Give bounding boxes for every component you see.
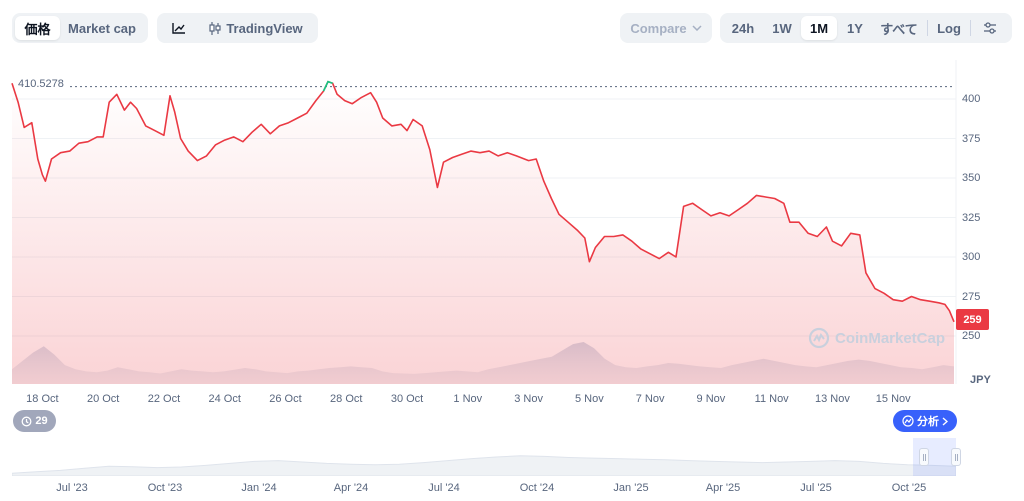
- sparkle-chart-icon: [902, 415, 914, 427]
- range-1m[interactable]: 1M: [801, 16, 837, 40]
- x-tick-label: 1 Nov: [453, 393, 483, 405]
- chart-style-toggle: TradingView: [157, 13, 318, 43]
- price-high-segment: [322, 80, 333, 92]
- log-toggle[interactable]: Log: [937, 20, 961, 36]
- last-price-badge: 259: [956, 309, 989, 330]
- y-tick-label: 275: [962, 290, 981, 303]
- x-tick-label: 28 Oct: [330, 393, 363, 405]
- navigator-tick-label: Jan '25: [613, 482, 649, 494]
- range-24h[interactable]: 24h: [731, 20, 755, 36]
- sliders-icon: [983, 22, 997, 34]
- x-tick-label: 3 Nov: [514, 393, 543, 405]
- range-navigator[interactable]: [12, 438, 956, 476]
- range-all[interactable]: すべて: [880, 21, 918, 37]
- x-tick-label: 15 Nov: [875, 393, 911, 405]
- chevron-right-icon: [942, 416, 948, 426]
- y-tick-label: 250: [962, 330, 981, 342]
- y-tick-label: 350: [962, 172, 981, 184]
- price-chart[interactable]: [0, 0, 1024, 480]
- x-tick-label: 13 Nov: [815, 393, 850, 405]
- chart-toolbar: 価格 Market cap TradingView Compare 24h 1W…: [0, 13, 1024, 43]
- x-tick-label: 7 Nov: [635, 393, 665, 405]
- analyze-label: 分析: [917, 416, 939, 428]
- navigator-handle-left[interactable]: [919, 448, 929, 466]
- high-value-label: 410.5278: [18, 78, 64, 90]
- line-chart-button[interactable]: [160, 16, 198, 40]
- tab-market-cap[interactable]: Market cap: [68, 20, 136, 36]
- chart-settings-button[interactable]: [973, 16, 1007, 40]
- navigator-tick-label: Oct '25: [891, 482, 927, 494]
- compare-label: Compare: [630, 20, 687, 36]
- events-badge[interactable]: 29: [13, 410, 56, 432]
- x-tick-label: 20 Oct: [86, 393, 120, 405]
- y-tick-label: 325: [962, 211, 981, 224]
- compare-dropdown[interactable]: Compare: [620, 13, 712, 43]
- navigator-tick-label: Jul '24: [428, 482, 460, 494]
- tradingview-button[interactable]: TradingView: [198, 16, 314, 40]
- x-tick-label: 22 Oct: [147, 393, 181, 405]
- currency-label: JPY: [970, 374, 991, 386]
- y-tick-label: 400: [962, 93, 981, 105]
- navigator-area: [12, 455, 956, 476]
- y-tick-label: 375: [962, 132, 981, 145]
- navigator-tick-label: Oct '24: [519, 482, 555, 494]
- events-count: 29: [35, 415, 48, 427]
- history-icon: [21, 416, 32, 427]
- x-tick-label: 9 Nov: [696, 393, 726, 405]
- x-tick-label: 5 Nov: [574, 393, 604, 405]
- price-area-fill: [12, 81, 954, 384]
- range-1w[interactable]: 1W: [772, 20, 792, 36]
- candlestick-icon: [209, 21, 221, 35]
- tab-price[interactable]: 価格: [15, 16, 60, 40]
- navigator-tick-label: Jul '23: [56, 482, 88, 494]
- range-selector: 24h 1W 1M 1Y すべて Log: [720, 13, 1012, 43]
- x-tick-label: 11 Nov: [754, 393, 789, 405]
- analyze-button[interactable]: 分析: [893, 410, 957, 432]
- navigator-tick-label: Apr '25: [705, 482, 741, 494]
- x-tick-label: 18 Oct: [26, 393, 59, 405]
- price-line: [11, 80, 955, 323]
- y-tick-label: 300: [962, 251, 981, 263]
- navigator-handle-right[interactable]: [951, 448, 961, 466]
- navigator-tick-label: Jul '25: [800, 482, 832, 494]
- x-tick-label: 24 Oct: [208, 393, 241, 405]
- watermark: CoinMarketCap: [808, 327, 945, 349]
- divider: [970, 20, 971, 36]
- navigator-tick-label: Apr '24: [333, 482, 369, 494]
- coinmarketcap-logo-icon: [808, 327, 830, 349]
- divider: [927, 20, 928, 36]
- tradingview-label: TradingView: [226, 20, 303, 36]
- navigator-tick-label: Jan '24: [241, 482, 277, 494]
- navigator-tick-label: Oct '23: [147, 482, 183, 494]
- x-tick-label: 26 Oct: [269, 393, 302, 405]
- x-tick-label: 30 Oct: [390, 393, 424, 405]
- watermark-text: CoinMarketCap: [835, 329, 946, 347]
- chevron-down-icon: [692, 25, 702, 31]
- line-chart-icon: [172, 22, 186, 34]
- view-toggle: 価格 Market cap: [12, 13, 148, 43]
- range-1y[interactable]: 1Y: [847, 20, 863, 36]
